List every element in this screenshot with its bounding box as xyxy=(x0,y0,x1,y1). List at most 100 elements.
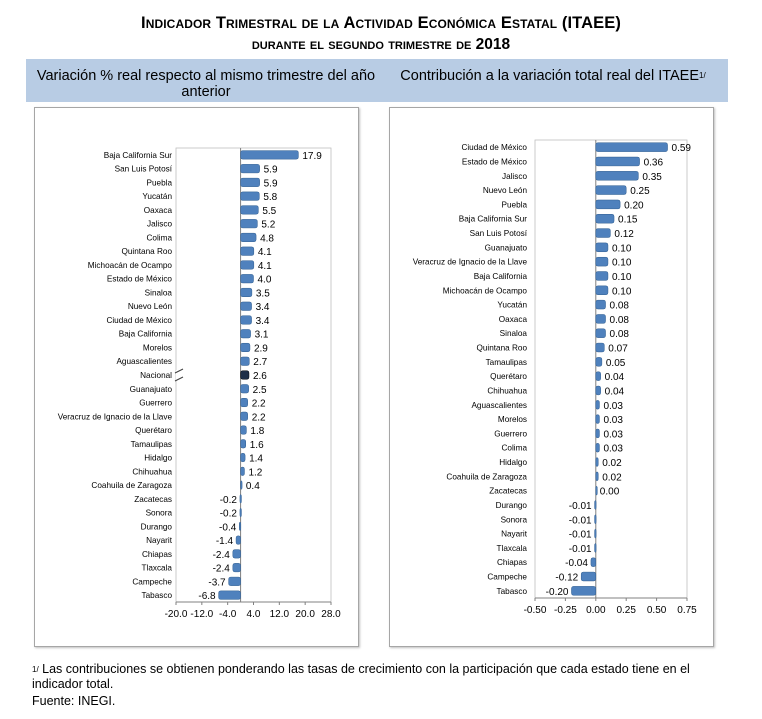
left-chart-data-label: 2.2 xyxy=(252,412,266,423)
left-chart-bar xyxy=(240,287,253,297)
left-chart-data-label: 1.2 xyxy=(248,467,262,478)
left-chart-data-label: -1.4 xyxy=(216,536,234,547)
left-chart-bar xyxy=(235,535,241,545)
left-chart: -20.0 -12.0 -4.0 4.0 12.0 20.0 28.0 Baja Califo… xyxy=(58,147,341,620)
right-chart-category-label: Baja California xyxy=(474,272,528,281)
right-chart-bar xyxy=(595,400,600,410)
left-chart-data-label: 4.8 xyxy=(260,233,274,244)
left-chart-data-label: 5.2 xyxy=(261,220,275,231)
left-chart-data-label: 1.6 xyxy=(250,440,264,451)
left-chart-bar xyxy=(240,205,259,215)
left-chart-category-label: Chiapas xyxy=(142,550,172,559)
left-chart-category-label: Querétaro xyxy=(135,426,172,435)
left-chart-category-label: Puebla xyxy=(147,178,173,187)
right-chart-data-label: 0.08 xyxy=(610,301,630,312)
right-chart-data-label: -0.04 xyxy=(565,558,588,569)
left-chart-bar xyxy=(240,219,258,229)
left-chart-x-tick-label: -20.0 xyxy=(165,609,188,620)
right-chart-bar xyxy=(595,357,603,367)
right-chart-bar xyxy=(595,299,606,310)
right-chart-category-label: Baja California Sur xyxy=(459,215,528,224)
left-chart-category-label: Hidalgo xyxy=(144,454,172,463)
left-chart-data-label: 3.4 xyxy=(256,302,270,313)
right-chart-bar xyxy=(595,228,611,238)
right-chart-x-tick-label: 0.25 xyxy=(616,605,636,616)
chart-title-line-1: Indicador Trimestral de la Actividad Eco… xyxy=(141,14,621,32)
left-chart-category-label: Yucatán xyxy=(142,192,172,201)
left-chart-bar xyxy=(240,246,255,256)
left-chart-bar xyxy=(240,164,260,174)
left-chart-category-label: Aguascalientes xyxy=(116,357,172,366)
left-chart-bar xyxy=(239,508,242,518)
right-chart-category-label: San Luis Potosí xyxy=(470,229,528,238)
left-chart-data-label: 2.9 xyxy=(254,343,268,354)
left-chart-category-label: Veracruz de Ignacio de la Llave xyxy=(58,412,173,421)
left-chart-data-label: -0.4 xyxy=(219,522,237,533)
left-chart-data-label: 1.4 xyxy=(249,454,263,465)
right-chart-x-tick-label: 0.00 xyxy=(586,605,606,616)
left-chart-category-label: Nuevo León xyxy=(128,302,173,311)
left-chart-x-tick-label: -4.0 xyxy=(219,609,237,620)
left-chart-category-label: Nayarit xyxy=(146,536,173,545)
left-chart-data-label: 2.6 xyxy=(253,371,267,382)
left-chart-bar xyxy=(240,177,260,187)
left-chart-bar xyxy=(240,411,248,421)
right-chart-category-label: Nuevo León xyxy=(483,186,528,195)
right-chart-bar xyxy=(595,443,600,453)
right-chart-bar xyxy=(595,457,599,467)
source-note: Fuente: INEGI. xyxy=(32,694,116,708)
right-chart-heading-note: 1/ xyxy=(699,71,706,80)
left-chart-data-label: 17.9 xyxy=(302,151,322,162)
right-chart-category-label: Yucatán xyxy=(497,301,527,310)
left-chart-panel: -20.0 -12.0 -4.0 4.0 12.0 20.0 28.0 Baja Califo… xyxy=(34,107,359,647)
right-chart-category-label: Jalisco xyxy=(502,172,527,181)
right-chart-bar xyxy=(595,271,609,281)
left-chart-data-label: 3.5 xyxy=(256,288,270,299)
right-chart-bar xyxy=(595,285,609,295)
right-chart-data-label: 0.12 xyxy=(614,229,634,240)
left-chart-category-label: Estado de México xyxy=(107,275,173,284)
right-chart-bar xyxy=(595,314,606,324)
left-chart-category-label: Tlaxcala xyxy=(142,564,173,573)
left-chart-category-label: Zacatecas xyxy=(134,495,172,504)
left-chart-x-tick-label: 28.0 xyxy=(321,609,341,620)
left-chart-data-label: -3.7 xyxy=(208,577,226,588)
left-chart-data-label: -2.4 xyxy=(213,564,231,575)
right-chart-category-label: Guanajuato xyxy=(485,243,528,252)
left-chart-x-tick-label: 20.0 xyxy=(295,609,315,620)
right-chart-category-label: Hidalgo xyxy=(499,458,527,467)
right-chart-bar xyxy=(595,214,615,224)
left-chart-category-label: Sinaloa xyxy=(145,288,173,297)
right-chart-data-label: -0.01 xyxy=(569,544,592,555)
right-chart-category-label: Nayarit xyxy=(501,530,528,539)
left-chart-category-label: Durango xyxy=(141,522,173,531)
left-chart-heading: Variación % real respecto al mismo trime… xyxy=(36,68,376,100)
right-chart-data-label: 0.10 xyxy=(612,272,632,283)
left-chart-category-label: Sonora xyxy=(146,509,173,518)
left-chart-data-label: 4.0 xyxy=(258,275,272,286)
left-chart-bar xyxy=(240,329,251,339)
left-chart-bar xyxy=(228,576,241,586)
left-chart-category-label: Morelos xyxy=(143,343,172,352)
left-chart-category-label: Quintana Roo xyxy=(121,247,172,256)
right-chart-data-label: 0.10 xyxy=(612,258,632,269)
left-chart-data-label: 3.4 xyxy=(256,316,270,327)
chart-title-line-2: durante el segundo trimestre de 2018 xyxy=(251,36,511,53)
left-chart-data-label: -2.4 xyxy=(213,550,231,561)
right-chart-bar xyxy=(571,586,597,596)
right-chart-bar xyxy=(595,199,621,210)
right-chart-panel: -0.50 -0.25 0.00 0.25 0.50 0.75 Ciudad de Méxi… xyxy=(389,107,714,647)
right-chart-data-label: 0.10 xyxy=(612,286,632,297)
right-chart-data-label: 0.07 xyxy=(608,344,628,355)
right-chart-data-label: -0.12 xyxy=(555,573,578,584)
right-chart-heading-text: Contribución a la variación total real d… xyxy=(400,68,700,84)
left-chart-category-label: Guerrero xyxy=(139,399,172,408)
left-chart-category-label: Baja California Sur xyxy=(104,151,173,160)
right-chart-bar xyxy=(595,142,668,152)
header-band: Variación % real respecto al mismo trime… xyxy=(26,59,728,102)
left-chart-bar xyxy=(240,315,252,325)
right-chart-category-label: Coahuila de Zaragoza xyxy=(446,472,527,481)
right-chart-bar xyxy=(595,328,606,338)
right-chart-bar xyxy=(595,256,609,267)
right-chart-data-label: 0.03 xyxy=(603,401,623,412)
